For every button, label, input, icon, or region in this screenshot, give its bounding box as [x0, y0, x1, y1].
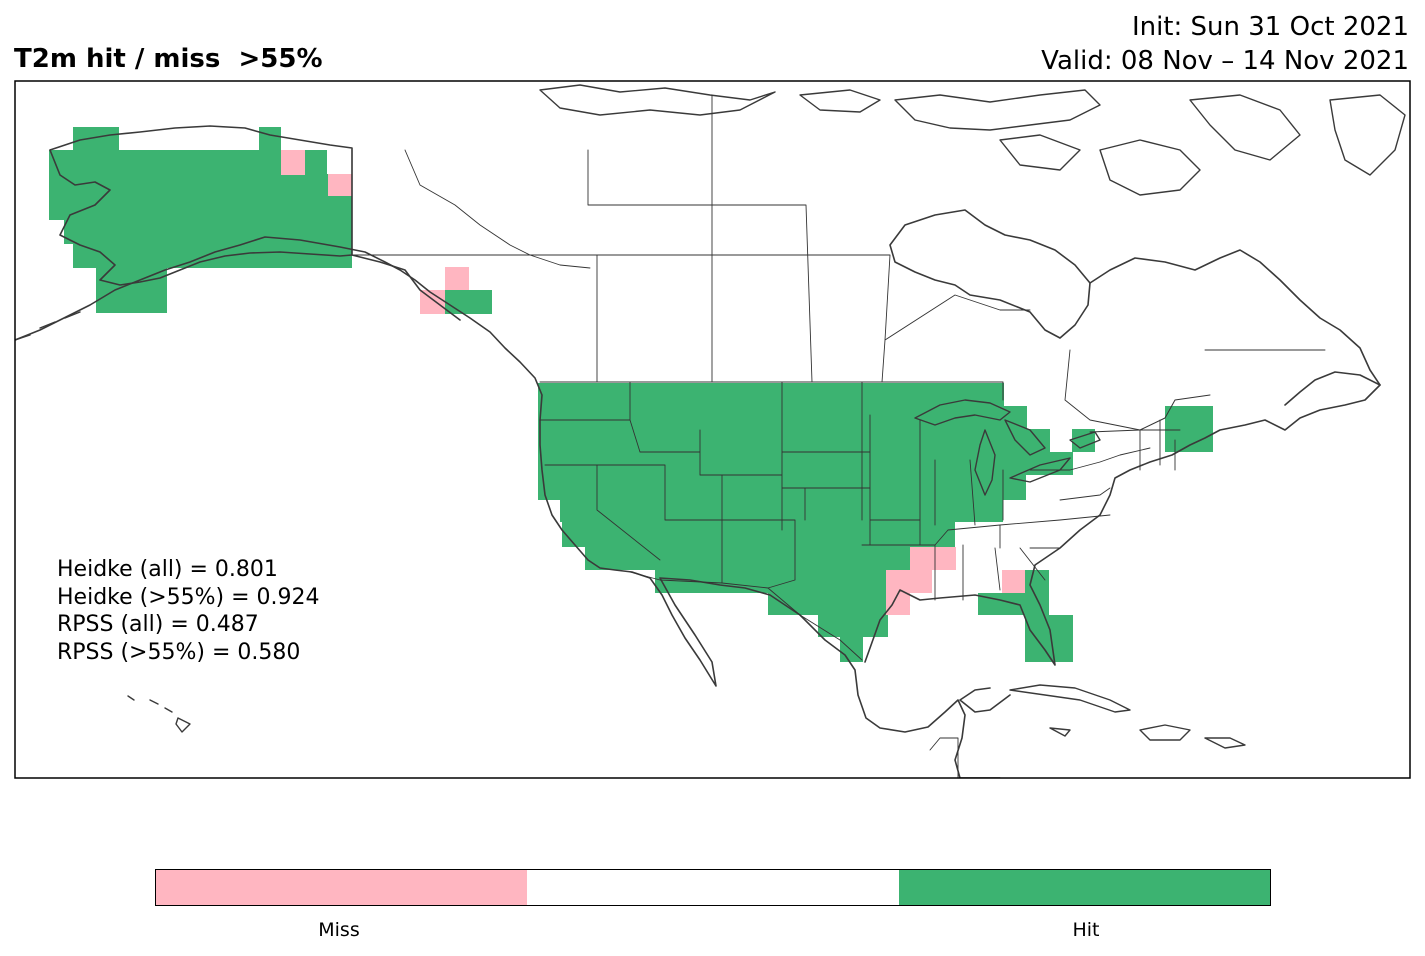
miss-cell — [281, 150, 305, 175]
hit-cell — [1165, 406, 1213, 429]
colorbar-label-miss: Miss — [318, 919, 360, 941]
mexico-borders — [629, 571, 959, 778]
hit-cell — [768, 593, 888, 615]
hit-cell — [562, 522, 955, 547]
skill-scores: Heidke (all) = 0.801 Heidke (>55%) = 0.9… — [57, 556, 320, 666]
colorbar-miss-segment — [156, 870, 528, 905]
hit-cell — [445, 290, 492, 314]
hit-cell — [49, 150, 281, 175]
colorbar-hit-segment — [898, 870, 1270, 905]
coastline-mainland — [15, 236, 1381, 778]
hit-cell — [655, 570, 887, 593]
rpss-above-55: RPSS (>55%) = 0.580 — [57, 639, 301, 665]
great-lakes — [914, 399, 1101, 496]
hit-cell — [560, 500, 1003, 522]
hit-cell — [1025, 570, 1049, 593]
hit-cell — [538, 383, 1004, 406]
miss-cell — [910, 547, 956, 570]
colorbar-label-hit: Hit — [1072, 919, 1100, 941]
hudson-bay — [889, 209, 1091, 339]
hit-cell — [259, 127, 281, 151]
hit-cell — [1025, 637, 1073, 662]
colorbar-neutral-segment — [527, 870, 899, 905]
hit-cell — [49, 196, 352, 220]
valid-date: Valid: 08 Nov – 14 Nov 2021 — [1041, 46, 1409, 76]
aleutians — [15, 311, 81, 341]
init-date: Init: Sun 31 Oct 2021 — [1131, 12, 1409, 42]
hit-miss-grid — [49, 127, 1213, 662]
us-state-borders — [539, 381, 1176, 601]
miss-cell — [886, 570, 932, 593]
map-frame — [14, 80, 1411, 779]
hit-cell — [305, 150, 327, 175]
miss-cell — [886, 593, 910, 615]
hit-cell — [538, 452, 1073, 475]
canada-province-borders — [351, 94, 1326, 431]
hit-cell — [73, 244, 352, 268]
us-canada-border — [539, 381, 1211, 433]
hit-cell — [64, 220, 352, 244]
miss-cell — [1002, 570, 1025, 593]
hit-cell — [585, 547, 910, 570]
arctic-islands — [539, 84, 1406, 196]
forecast-dates: Init: Sun 31 Oct 2021 Valid: 08 Nov – 14… — [1041, 10, 1409, 78]
miss-cell — [328, 174, 352, 196]
heidke-above-55: Heidke (>55%) = 0.924 — [57, 584, 320, 610]
hit-cell — [49, 174, 328, 196]
hit-cell — [538, 429, 1050, 452]
rpss-all: RPSS (all) = 0.487 — [57, 612, 259, 637]
map-title: T2m hit / miss >55% — [14, 44, 323, 74]
hawaii — [127, 695, 191, 733]
heidke-all: Heidke (all) = 0.801 — [57, 557, 278, 582]
coastline-alaska — [49, 125, 461, 321]
hit-cell — [73, 127, 119, 151]
hit-cell — [538, 406, 1027, 429]
coastline-labrador — [1089, 249, 1381, 386]
miss-cell — [445, 267, 469, 290]
hit-cell — [96, 290, 167, 313]
colorbar — [155, 869, 1271, 906]
caribbean-islands — [1009, 684, 1246, 749]
hit-cell — [818, 615, 888, 637]
hit-cell — [1165, 429, 1213, 452]
